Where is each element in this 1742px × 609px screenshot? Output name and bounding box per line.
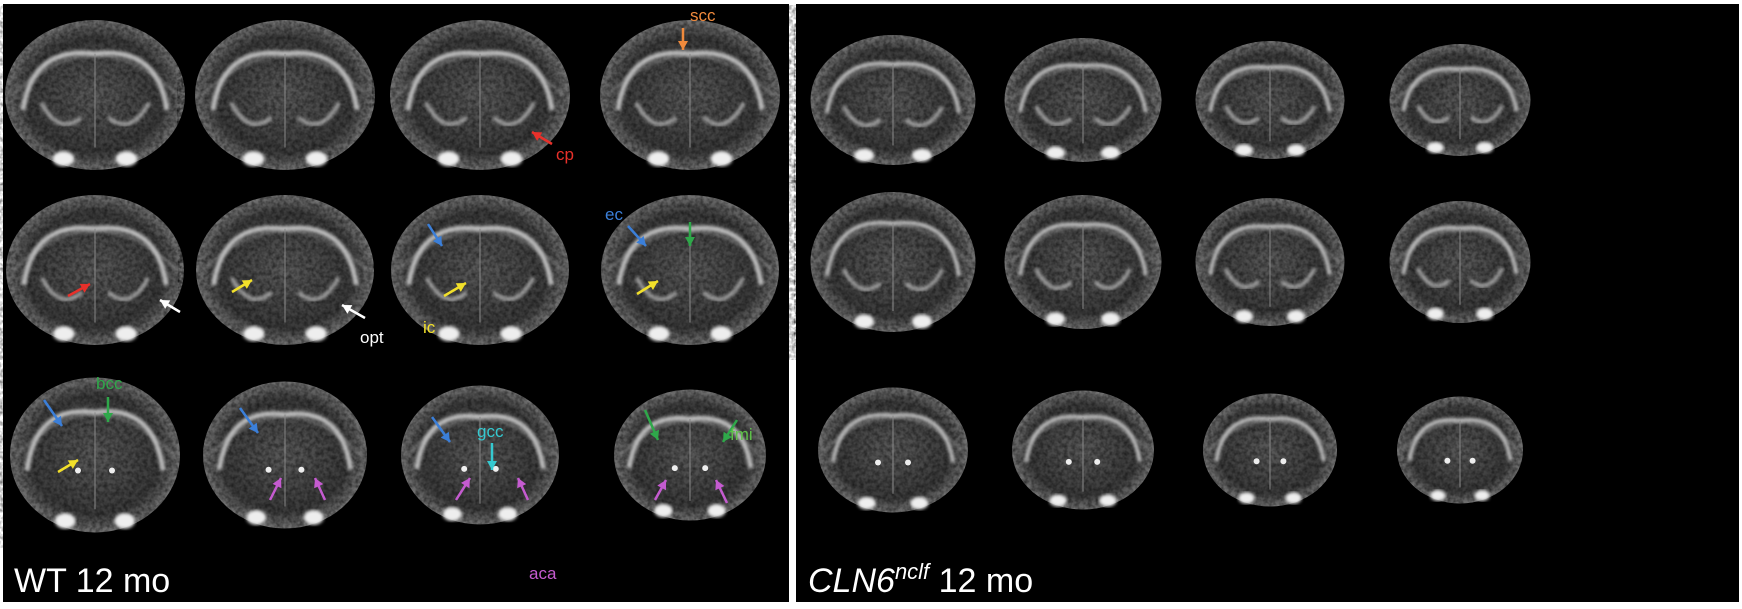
brain-slice <box>391 195 569 345</box>
brain-slice <box>1203 393 1337 507</box>
annotation-label-ec: ec <box>605 205 623 224</box>
brain-slice <box>1195 41 1345 159</box>
brain-slice <box>1195 198 1345 326</box>
brain-slice <box>1389 44 1531 156</box>
panel-title-wt: WT 12 mo <box>14 562 170 600</box>
annotation-label-bcc: bcc <box>96 374 123 393</box>
arrow-icon <box>487 443 497 470</box>
arrow-icon <box>341 303 366 320</box>
arrow-icon <box>678 28 688 50</box>
brain-slice <box>1389 201 1531 323</box>
brain-slice <box>818 387 968 513</box>
brain-slice <box>195 20 375 170</box>
annotation-label-scc: scc <box>690 6 716 25</box>
arrow-icon <box>426 223 444 247</box>
brain-slice <box>1004 195 1162 329</box>
arrow-icon <box>443 281 467 298</box>
brain-slice <box>6 195 184 345</box>
brain-slice <box>390 20 570 170</box>
brain-slice <box>810 192 976 332</box>
arrow-icon <box>313 477 327 501</box>
brain-slice <box>1004 38 1162 162</box>
arrow-icon <box>516 477 530 501</box>
arrow-icon <box>653 479 668 501</box>
brain-slice <box>1012 390 1154 510</box>
brain-slice <box>600 20 780 170</box>
arrow-icon <box>685 222 695 246</box>
annotation-label-gcc: gcc <box>477 422 504 441</box>
annotation-label-fmi: fmi <box>730 425 753 444</box>
arrow-icon <box>159 298 181 314</box>
brain-slice <box>10 377 180 533</box>
arrow-icon <box>721 419 739 443</box>
arrow-icon <box>531 130 553 146</box>
arrow-icon <box>627 225 647 247</box>
brain-slice <box>401 385 559 525</box>
arrow-icon <box>231 278 253 294</box>
annotation-label-cp: cp <box>556 145 574 164</box>
annotation-label-ic: ic <box>423 318 436 337</box>
arrow-icon <box>714 479 729 504</box>
arrow-icon <box>57 458 79 474</box>
arrow-icon <box>103 397 113 422</box>
brain-slice <box>601 195 779 345</box>
arrow-icon <box>454 477 472 501</box>
brain-slice <box>203 381 367 529</box>
arrow-icon <box>268 477 283 501</box>
arrow-icon <box>42 399 64 427</box>
annotation-label-aca: aca <box>529 564 557 583</box>
brain-slice <box>5 20 185 170</box>
arrow-icon <box>643 409 660 441</box>
annotation-label-opt: opt <box>360 328 384 347</box>
brain-slice <box>1397 396 1523 504</box>
panel-title-cln6: CLN6nclf 12 mo <box>808 559 1033 600</box>
brain-slice <box>196 195 374 345</box>
arrow-icon <box>67 282 91 298</box>
arrow-icon <box>636 279 659 296</box>
arrow-icon <box>430 416 452 443</box>
arrow-icon <box>238 407 260 434</box>
brain-slice <box>810 35 976 165</box>
brain-slice <box>614 389 766 521</box>
